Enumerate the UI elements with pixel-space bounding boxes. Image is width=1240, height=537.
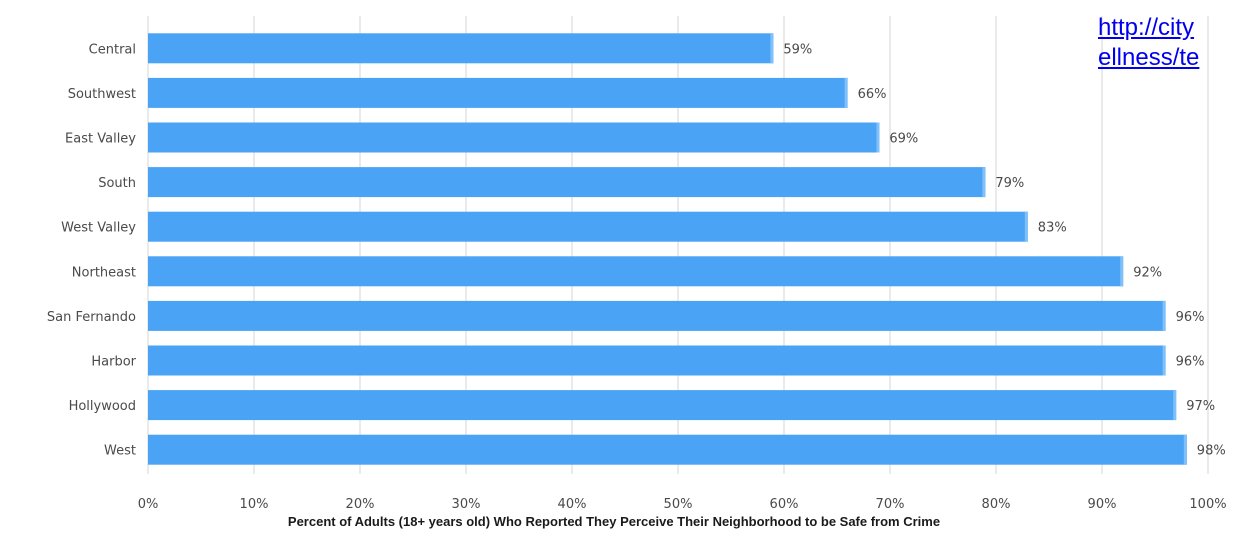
bar-edge (844, 77, 848, 108)
data-label: 97% (1186, 399, 1215, 414)
category-labels: Central Southwest East Valley South West Val… (47, 42, 137, 458)
data-label: 96% (1176, 355, 1205, 370)
x-tick-label: 50% (664, 497, 693, 512)
data-label: 98% (1197, 444, 1226, 459)
bars (148, 33, 1187, 465)
source-link-line-2[interactable]: ellness/te (1098, 44, 1200, 71)
bar (148, 256, 1124, 287)
bar-edge (982, 167, 986, 198)
bar-edge (1120, 256, 1124, 287)
category-label: East Valley (65, 132, 136, 147)
data-labels: 59% 66% 69% 79% 83% 92% 96% 96% 97% 98% (783, 42, 1225, 458)
category-label: San Fernando (47, 310, 136, 325)
source-link-line-1[interactable]: http://city (1098, 14, 1195, 41)
bar (148, 345, 1166, 376)
x-tick-label: 70% (876, 497, 905, 512)
data-label: 66% (858, 87, 887, 102)
category-label: South (98, 176, 136, 191)
category-label: Central (89, 42, 136, 57)
bar (148, 211, 1028, 242)
bar (148, 77, 848, 108)
bar-edge (1162, 300, 1166, 331)
category-label: Harbor (91, 355, 136, 370)
bar-edge (1024, 211, 1028, 242)
data-label: 83% (1038, 221, 1067, 236)
x-tick-label: 30% (452, 497, 481, 512)
bar (148, 33, 774, 64)
x-tick-label: 80% (982, 497, 1011, 512)
x-tick-label: 40% (558, 497, 587, 512)
x-axis-title: Percent of Adults (18+ years old) Who Re… (288, 514, 940, 529)
bar (148, 434, 1187, 465)
x-tick-label: 0% (138, 497, 159, 512)
x-tick-labels: 0% 10% 20% 30% 40% 50% 60% 70% 80% 90% 100% (138, 497, 1227, 512)
bar-edge (1162, 345, 1166, 376)
category-label: West (104, 444, 136, 459)
bar-edge (876, 122, 880, 153)
x-tick-label: 90% (1088, 497, 1117, 512)
bar-edge (1183, 434, 1187, 465)
data-label: 69% (889, 132, 918, 147)
x-tick-label: 10% (240, 497, 269, 512)
bar-edge (770, 33, 774, 64)
category-label: Hollywood (69, 399, 136, 414)
bar-edge (1173, 390, 1177, 421)
bar (148, 300, 1166, 331)
category-label: Northeast (72, 265, 136, 280)
bar (148, 122, 880, 153)
data-label: 96% (1176, 310, 1205, 325)
data-label: 92% (1133, 265, 1162, 280)
data-label: 59% (783, 42, 812, 57)
data-label: 79% (995, 176, 1024, 191)
x-tick-label: 100% (1189, 497, 1226, 512)
bar (148, 167, 986, 198)
bar (148, 390, 1177, 421)
x-tick-label: 20% (346, 497, 375, 512)
category-label: Southwest (68, 87, 136, 102)
category-label: West Valley (61, 221, 136, 236)
x-tick-label: 60% (770, 497, 799, 512)
